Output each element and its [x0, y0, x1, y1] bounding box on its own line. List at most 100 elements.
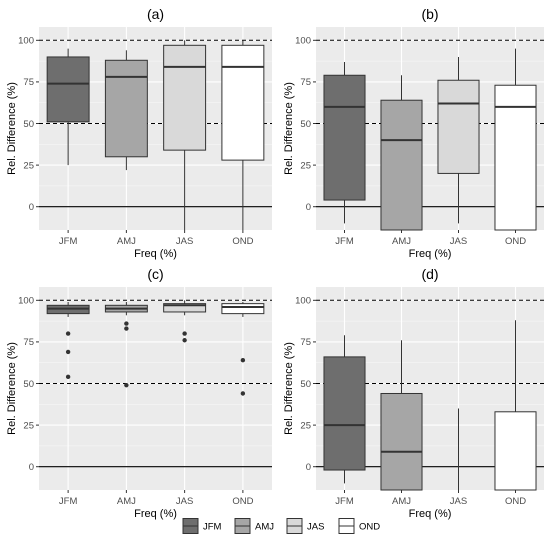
panel-title: (d)	[421, 266, 438, 282]
box-JFM	[323, 61, 366, 224]
y-tick-label: 75	[300, 337, 311, 348]
box-rect	[323, 356, 366, 471]
box-rect	[163, 303, 207, 313]
box-rect	[221, 44, 265, 161]
y-tick-label: 50	[300, 379, 311, 390]
box-JFM	[323, 335, 366, 484]
outlier-point	[65, 331, 71, 336]
box-rect	[163, 44, 207, 151]
x-tick-label: AMJ	[117, 236, 136, 247]
x-tick-label: JAS	[176, 496, 193, 507]
x-tick-label: OND	[505, 496, 526, 507]
x-tick-label: JAS	[176, 236, 193, 247]
y-tick-label: 100	[295, 296, 311, 307]
chart-panel-1: 0 25 50 75 100 JFM AMJ JAS OND (a) Freq (%) Rel. Di…	[6, 6, 272, 260]
x-tick-label: AMJ	[117, 496, 136, 507]
y-tick-label: 25	[300, 420, 311, 431]
y-tick-label: 50	[23, 119, 34, 130]
x-tick-label: AMJ	[392, 496, 411, 507]
box-rect	[494, 84, 537, 231]
legend-item-OND: OND	[338, 518, 380, 534]
box-OND	[494, 320, 537, 491]
box-rect	[104, 59, 148, 158]
outlier-point	[124, 321, 129, 326]
box-rect	[323, 74, 366, 201]
legend-label: JFM	[203, 522, 222, 533]
y-tick-label: 0	[29, 202, 34, 213]
x-tick-label: OND	[232, 496, 253, 507]
panel-background	[39, 287, 272, 490]
y-axis-title: Rel. Difference (%)	[283, 82, 295, 175]
box-JAS	[163, 300, 207, 343]
y-tick-label: 0	[306, 202, 311, 213]
x-tick-label: JAS	[450, 236, 467, 247]
legend-item-AMJ: AMJ	[234, 518, 274, 534]
box-AMJ	[104, 50, 148, 171]
box-OND	[221, 301, 265, 396]
outlier-point	[182, 331, 187, 336]
box-JFM	[46, 48, 90, 166]
x-axis-title: Freq (%)	[134, 248, 177, 260]
box-AMJ	[104, 301, 148, 388]
y-tick-label: 0	[29, 462, 34, 473]
box-rect	[380, 392, 423, 491]
box-rect	[46, 56, 90, 123]
x-tick-label: JFM	[335, 236, 354, 247]
y-tick-label: 25	[23, 420, 34, 431]
x-axis-title: Freq (%)	[134, 508, 177, 520]
box-OND	[221, 40, 265, 230]
box-JFM	[46, 301, 90, 380]
box-AMJ	[380, 340, 423, 491]
box-AMJ	[380, 75, 423, 231]
y-tick-label: 100	[18, 296, 34, 307]
outlier-point	[240, 391, 246, 396]
legend: JFM AMJ JAS OND	[182, 518, 380, 534]
legend-label: AMJ	[255, 522, 274, 533]
y-tick-label: 50	[23, 379, 34, 390]
outlier-point	[124, 326, 129, 331]
y-axis-title: Rel. Difference (%)	[6, 342, 18, 435]
x-tick-label: JFM	[335, 496, 354, 507]
y-tick-label: 50	[300, 119, 311, 130]
legend-label: JAS	[307, 522, 324, 533]
box-OND	[494, 48, 537, 231]
x-axis-title: Freq (%)	[409, 508, 452, 520]
box-rect	[221, 303, 265, 315]
box-rect	[494, 411, 537, 491]
panel-title: (a)	[147, 6, 164, 22]
y-tick-label: 75	[23, 337, 34, 348]
y-tick-label: 25	[23, 160, 34, 171]
y-tick-label: 100	[18, 36, 34, 47]
legend-item-JAS: JAS	[286, 518, 324, 534]
x-tick-label: OND	[505, 236, 526, 247]
panel-title: (c)	[147, 266, 163, 282]
chart-panel-4: 0 25 50 75 100 JFM AMJ JAS OND (d) Freq (%) Rel. Di…	[283, 266, 544, 520]
y-tick-label: 0	[306, 462, 311, 473]
chart-panel-3: 0 25 50 75 100 JFM AMJ JAS OND (c) Freq (%) Rel. Di…	[6, 266, 272, 520]
chart-panel-2: 0 25 50 75 100 JFM AMJ JAS OND (b) Freq (%) Rel. Di…	[283, 6, 544, 260]
legend-label: OND	[359, 522, 380, 533]
box-rect	[380, 99, 423, 231]
y-axis-title: Rel. Difference (%)	[6, 82, 18, 175]
box-JAS	[163, 40, 207, 230]
y-tick-label: 25	[300, 160, 311, 171]
outlier-point	[124, 382, 129, 388]
y-tick-label: 100	[295, 36, 311, 47]
panel-title: (b)	[421, 6, 438, 22]
outlier-point	[65, 349, 71, 355]
x-axis-title: Freq (%)	[409, 248, 452, 260]
box-JAS	[437, 56, 480, 224]
x-tick-label: AMJ	[392, 236, 411, 247]
y-axis-title: Rel. Difference (%)	[283, 342, 295, 435]
y-tick-label: 75	[23, 77, 34, 88]
y-tick-label: 75	[300, 77, 311, 88]
x-tick-label: JAS	[450, 496, 467, 507]
x-tick-label: JFM	[59, 236, 78, 247]
x-tick-label: JFM	[59, 496, 78, 507]
outlier-point	[182, 338, 187, 343]
box-rect	[437, 79, 480, 174]
outlier-point	[240, 358, 246, 363]
x-tick-label: OND	[232, 236, 253, 247]
legend-item-JFM: JFM	[182, 518, 222, 534]
